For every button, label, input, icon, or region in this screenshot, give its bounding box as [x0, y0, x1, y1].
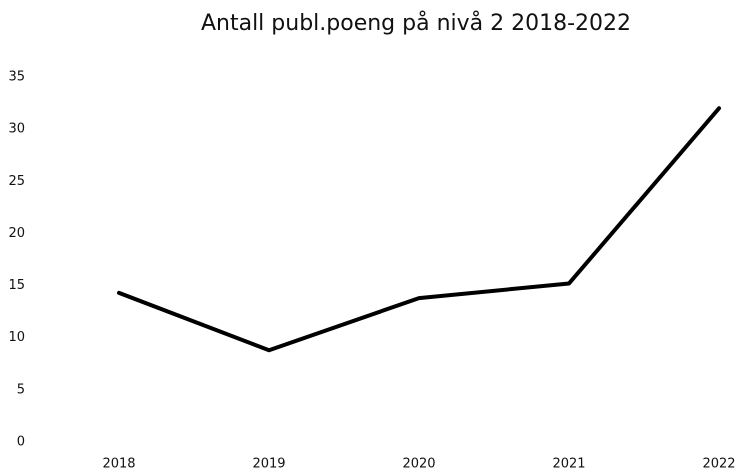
- y-tick-label: 25: [8, 174, 25, 189]
- y-tick-label: 20: [8, 226, 25, 241]
- x-tick-label: 2020: [402, 457, 435, 472]
- y-tick-label: 0: [17, 435, 25, 450]
- chart-title: Antall publ.poeng på nivå 2 2018-2022: [201, 10, 631, 36]
- y-tick-label: 10: [8, 330, 25, 345]
- y-tick-label: 30: [8, 122, 25, 137]
- x-tick-label: 2018: [102, 457, 135, 472]
- x-tick-label: 2021: [552, 457, 585, 472]
- x-tick-label: 2019: [252, 457, 285, 472]
- x-tick-label: 2022: [702, 457, 735, 472]
- y-tick-label: 5: [17, 382, 25, 397]
- line: [117, 106, 721, 353]
- y-tick-label: 15: [8, 278, 25, 293]
- y-tick-label: 35: [8, 70, 25, 85]
